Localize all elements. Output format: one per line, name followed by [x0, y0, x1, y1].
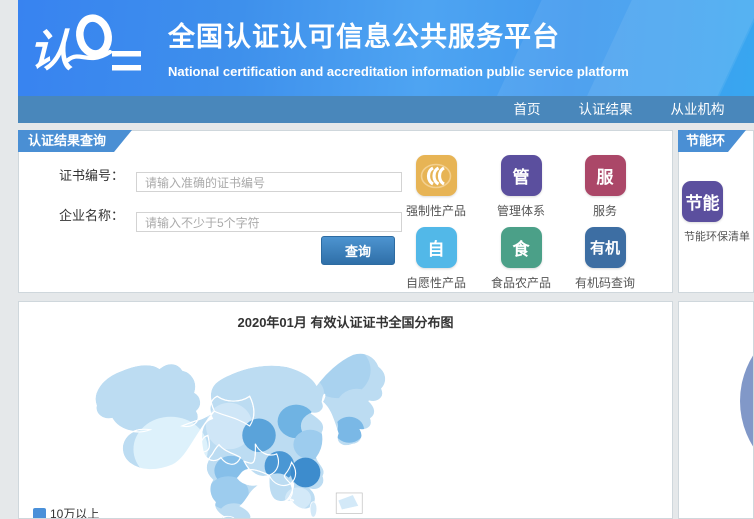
svg-text:认: 认 [32, 27, 73, 76]
